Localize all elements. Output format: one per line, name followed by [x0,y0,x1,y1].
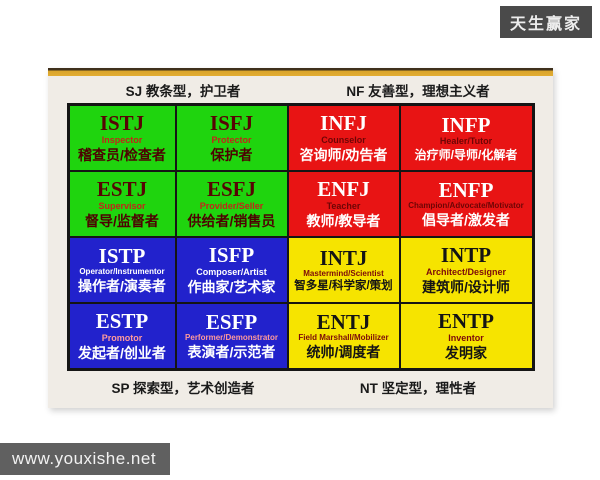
type-chinese: 教师/教导者 [306,212,381,229]
type-chinese: 智多星/科学家/策划 [294,279,393,292]
type-cell-istj: ISTJ Inspector 稽查员/检查者 [68,105,176,171]
type-subtitle: Teacher [326,200,361,211]
quadrant-footers: SP 探索型，艺术创造者 NT 坚定型，理性者 [66,371,536,403]
type-chinese: 稽查员/检查者 [78,146,166,163]
type-code: ISTP [98,244,146,269]
type-subtitle: Composer/Artist [196,266,267,277]
type-cell-enfp: ENFP Champion/Advocate/Motivator 倡导者/激发者 [399,171,533,237]
quadrant-footer-nt: NT 坚定型，理性者 [359,381,477,396]
type-subtitle: Inventor [448,332,484,343]
type-cell-istp: ISTP Operator/Instrumentor 操作者/演奏者 [68,237,176,303]
corner-badge: 天生赢家 [500,6,592,38]
type-code: ENFP [438,178,494,203]
type-subtitle: Field Marshall/Mobilizer [298,333,389,343]
type-chinese: 治疗师/导师/化解者 [414,147,518,162]
type-chinese: 督导/监督者 [85,212,159,229]
type-cell-esfp: ESFP Performer/Demonstrator 表演者/示范者 [175,303,288,369]
type-code: ISTJ [99,111,145,136]
type-subtitle: Provider/Seller [199,200,264,211]
type-code: ISFP [208,243,255,268]
type-code: INTP [440,243,492,268]
type-cell-isfj: ISFJ Protector 保护者 [175,105,288,171]
type-subtitle: Architect/Designer [425,266,507,277]
watermark-bar: www.youxishe.net [0,443,170,475]
type-subtitle: Mastermind/Scientist [303,268,384,278]
type-chinese: 建筑师/设计师 [422,278,510,295]
type-subtitle: Counselor [321,134,366,145]
quadrant-footer-sp: SP 探索型，艺术创造者 [111,381,255,396]
type-code: INFP [441,112,491,137]
type-chinese: 作曲家/艺术家 [187,278,276,295]
badge-label: 天生赢家 [509,16,582,33]
type-code: ESTP [95,309,149,334]
type-cell-infj: INFJ Counselor 咨询师/劝告者 [287,105,400,171]
quadrant-header-nf: NF 友善型，理想主义者 [346,83,490,99]
type-subtitle: Operator/Instrumentor [79,267,165,277]
type-cell-isfp: ISFP Composer/Artist 作曲家/艺术家 [175,237,288,303]
type-code: INTJ [319,245,368,270]
type-subtitle: Inspector [101,134,143,145]
type-cell-enfj: ENFJ Teacher 教师/教导者 [287,171,400,237]
type-chinese: 发明家 [445,344,487,361]
type-subtitle: Performer/Demonstrator [185,333,278,343]
type-chinese: 操作者/演奏者 [78,278,166,295]
type-cell-entp: ENTP Inventor 发明家 [399,303,533,369]
type-code: ENFJ [317,177,370,202]
type-chinese: 保护者 [210,146,253,163]
type-code: ESTJ [96,177,148,202]
type-chinese: 统帅/调度者 [306,344,381,361]
type-chinese: 供给者/销售员 [187,212,276,229]
type-grid: ISTJ Inspector 稽查员/检查者 ISFJ Protector 保护… [66,103,535,371]
type-subtitle: Protector [211,134,252,145]
type-cell-estj: ESTJ Supervisor 督导/监督者 [68,171,176,237]
type-cell-entj: ENTJ Field Marshall/Mobilizer 统帅/调度者 [287,303,400,369]
type-cell-estp: ESTP Promotor 发起者/创业者 [68,303,176,369]
type-code: INFJ [320,111,367,136]
type-chinese: 表演者/示范者 [187,344,276,361]
type-subtitle: Healer/Tutor [439,135,493,146]
type-chinese: 咨询师/劝告者 [299,146,388,163]
type-code: ESFJ [206,177,256,202]
type-chinese: 发起者/创业者 [78,344,166,361]
type-subtitle: Supervisor [98,200,146,211]
type-code: ENTJ [316,310,371,335]
type-code: ESFP [205,310,258,335]
type-code: ISFJ [209,111,254,136]
type-subtitle: Champion/Advocate/Motivator [408,201,524,211]
watermark-url: www.youxishe.net [12,449,157,468]
type-cell-intp: INTP Architect/Designer 建筑师/设计师 [399,237,533,303]
type-chinese: 倡导者/激发者 [422,212,510,229]
type-subtitle: Promotor [101,332,143,343]
quadrant-headers: SJ 教条型，护卫者 NF 友善型，理想主义者 [66,76,536,103]
type-cell-infp: INFP Healer/Tutor 治疗师/导师/化解者 [399,105,533,171]
type-code: ENTP [437,309,494,334]
chart-panel: SJ 教条型，护卫者 NF 友善型，理想主义者 ISTJ Inspector 稽… [48,68,553,408]
quadrant-header-sj: SJ 教条型，护卫者 [125,83,241,99]
gold-accent-bar [48,68,553,76]
type-cell-intj: INTJ Mastermind/Scientist 智多星/科学家/策划 [287,237,400,303]
type-cell-esfj: ESFJ Provider/Seller 供给者/销售员 [175,171,288,237]
